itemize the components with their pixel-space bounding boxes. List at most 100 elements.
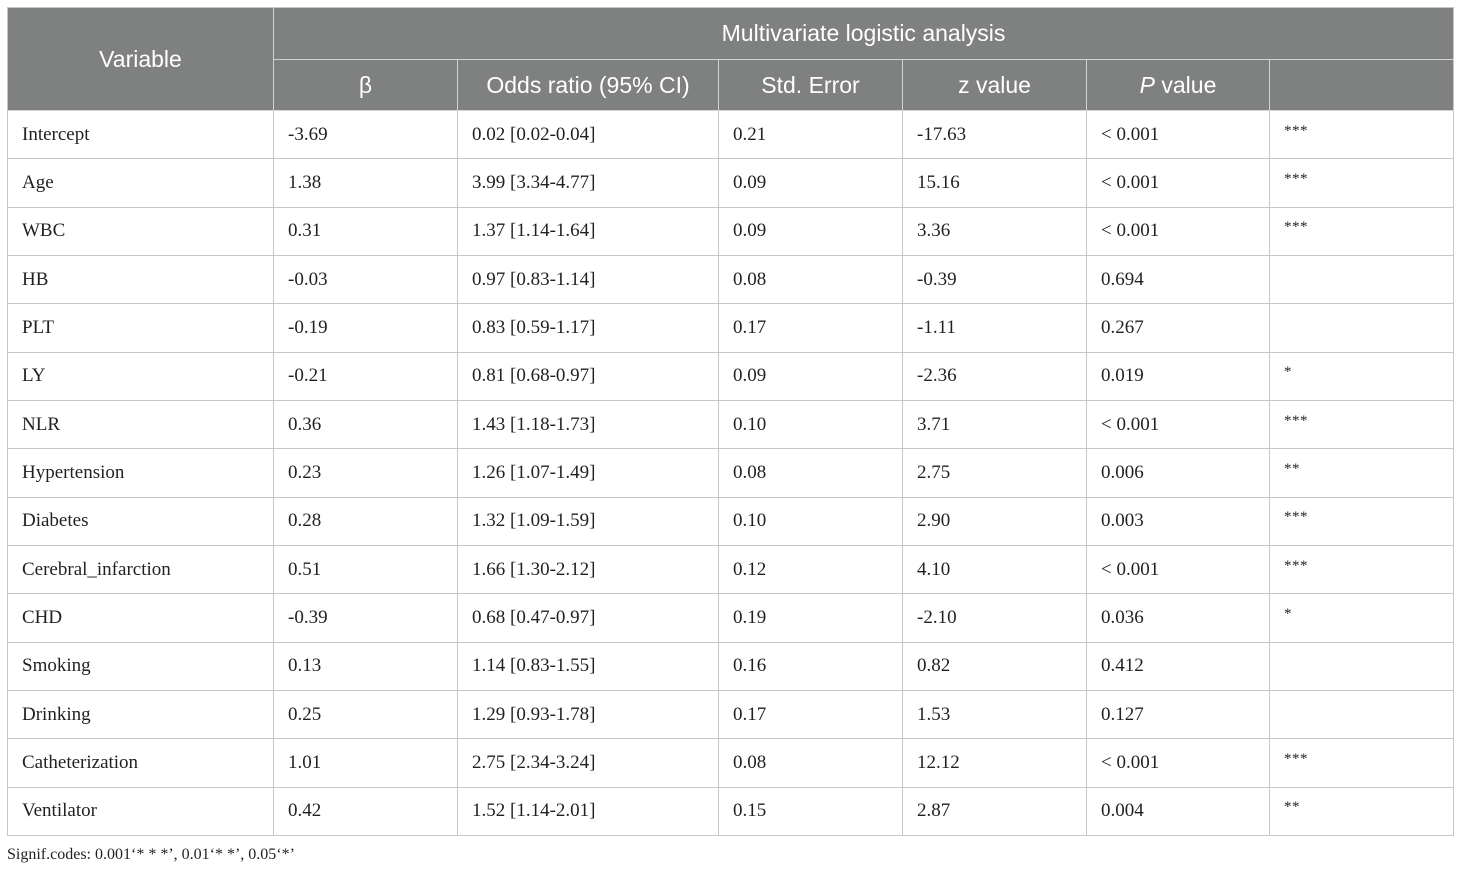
std-error-cell: 0.08 <box>718 448 903 498</box>
odds-ratio-cell: 1.66 [1.30-2.12] <box>457 544 719 595</box>
table-row: LY -0.21 0.81 [0.68-0.97] 0.09 -2.36 0.0… <box>7 351 1455 401</box>
p-value-header-rest: value <box>1154 71 1217 98</box>
beta-cell: 0.28 <box>273 496 458 546</box>
variable-cell: Diabetes <box>7 496 274 546</box>
z-value-cell: 15.16 <box>902 158 1087 208</box>
group-header: Multivariate logistic analysis <box>272 7 1455 60</box>
signif-cell: ** <box>1268 786 1455 836</box>
odds-ratio-cell: 0.02 [0.02-0.04] <box>457 109 719 160</box>
p-value-header: P value <box>1086 59 1270 111</box>
signif-cell: *** <box>1268 738 1455 788</box>
table-row: Smoking 0.13 1.14 [0.83-1.55] 0.16 0.82 … <box>7 641 1455 691</box>
signif-stars: *** <box>1284 170 1308 187</box>
beta-cell: -0.21 <box>273 351 458 401</box>
std-error-cell: 0.10 <box>718 399 903 450</box>
beta-cell: -0.03 <box>273 254 458 305</box>
beta-cell: -0.19 <box>273 303 458 353</box>
variable-cell: Catheterization <box>7 738 274 788</box>
table-row: CHD -0.39 0.68 [0.47-0.97] 0.19 -2.10 0.… <box>7 593 1455 643</box>
p-value-cell: 0.694 <box>1086 254 1270 305</box>
z-value-cell: 2.90 <box>902 496 1087 546</box>
variable-header: Variable <box>7 7 274 111</box>
variable-cell: Cerebral_infarction <box>7 544 274 595</box>
odds-ratio-cell: 0.97 [0.83-1.14] <box>457 254 719 305</box>
beta-cell: 1.38 <box>273 158 458 208</box>
beta-cell: 0.36 <box>273 399 458 450</box>
table-row: Cerebral_infarction 0.51 1.66 [1.30-2.12… <box>7 544 1455 595</box>
std-error-cell: 0.19 <box>718 593 903 643</box>
p-value-cell: < 0.001 <box>1086 544 1270 595</box>
odds-ratio-cell: 1.14 [0.83-1.55] <box>457 641 719 691</box>
table-row: Age 1.38 3.99 [3.34-4.77] 0.09 15.16 < 0… <box>7 158 1455 208</box>
signif-stars: ** <box>1284 799 1300 816</box>
header-row-group: Variable Multivariate logistic analysis <box>7 7 1455 111</box>
signif-cell <box>1268 254 1455 305</box>
p-value-cell: 0.127 <box>1086 689 1270 740</box>
std-error-cell: 0.09 <box>718 206 903 256</box>
z-value-cell: 2.87 <box>902 786 1087 836</box>
table-row: Ventilator 0.42 1.52 [1.14-2.01] 0.15 2.… <box>7 786 1455 836</box>
variable-cell: Intercept <box>7 109 274 160</box>
beta-cell: -0.39 <box>273 593 458 643</box>
z-value-header: z value <box>902 59 1087 111</box>
table-row: PLT -0.19 0.83 [0.59-1.17] 0.17 -1.11 0.… <box>7 303 1455 353</box>
p-value-cell: 0.412 <box>1086 641 1270 691</box>
std-error-cell: 0.16 <box>718 641 903 691</box>
z-value-cell: -0.39 <box>902 254 1087 305</box>
std-error-cell: 0.15 <box>718 786 903 836</box>
beta-cell: 0.13 <box>273 641 458 691</box>
odds-ratio-cell: 1.29 [0.93-1.78] <box>457 689 719 740</box>
p-value-header-italic: P <box>1139 71 1155 98</box>
odds-ratio-cell: 2.75 [2.34-3.24] <box>457 738 719 788</box>
std-error-cell: 0.17 <box>718 689 903 740</box>
table-row: Drinking 0.25 1.29 [0.93-1.78] 0.17 1.53… <box>7 689 1455 740</box>
beta-cell: 0.25 <box>273 689 458 740</box>
p-value-cell: 0.006 <box>1086 448 1270 498</box>
odds-ratio-cell: 3.99 [3.34-4.77] <box>457 158 719 208</box>
variable-cell: LY <box>7 351 274 401</box>
variable-cell: Hypertension <box>7 448 274 498</box>
odds-ratio-cell: 1.37 [1.14-1.64] <box>457 206 719 256</box>
signif-cell: * <box>1268 351 1455 401</box>
table-header: Variable Multivariate logistic analysis … <box>7 7 1455 111</box>
signif-cell: *** <box>1268 206 1455 256</box>
signif-stars: * <box>1284 364 1292 381</box>
signif-cell <box>1268 641 1455 691</box>
signif-cell: * <box>1268 593 1455 643</box>
variable-cell: Drinking <box>7 689 274 740</box>
odds-ratio-cell: 0.83 [0.59-1.17] <box>457 303 719 353</box>
z-value-cell: 1.53 <box>902 689 1087 740</box>
std-error-cell: 0.08 <box>718 738 903 788</box>
variable-cell: PLT <box>7 303 274 353</box>
std-error-cell: 0.09 <box>718 158 903 208</box>
beta-cell: 0.31 <box>273 206 458 256</box>
beta-cell: -3.69 <box>273 109 458 160</box>
signif-cell: *** <box>1268 158 1455 208</box>
table-row: Catheterization 1.01 2.75 [2.34-3.24] 0.… <box>7 738 1455 788</box>
z-value-cell: -2.36 <box>902 351 1087 401</box>
variable-cell: NLR <box>7 399 274 450</box>
signif-cell: *** <box>1268 496 1455 546</box>
p-value-cell: 0.267 <box>1086 303 1270 353</box>
p-value-cell: 0.019 <box>1086 351 1270 401</box>
results-table-container: Variable Multivariate logistic analysis … <box>7 7 1455 836</box>
z-value-cell: -17.63 <box>902 109 1087 160</box>
signif-cell: ** <box>1268 448 1455 498</box>
variable-cell: WBC <box>7 206 274 256</box>
std-error-header: Std. Error <box>718 59 903 111</box>
p-value-cell: < 0.001 <box>1086 109 1270 160</box>
z-value-cell: -1.11 <box>902 303 1087 353</box>
odds-ratio-cell: 0.81 [0.68-0.97] <box>457 351 719 401</box>
z-value-cell: 12.12 <box>902 738 1087 788</box>
table-row: Hypertension 0.23 1.26 [1.07-1.49] 0.08 … <box>7 448 1455 498</box>
signif-stars: * <box>1284 605 1292 622</box>
beta-header: β <box>273 59 458 111</box>
p-value-cell: < 0.001 <box>1086 206 1270 256</box>
odds-ratio-header: Odds ratio (95% CI) <box>457 59 719 111</box>
header-row-columns: β Odds ratio (95% CI) Std. Error z value… <box>8 59 1455 111</box>
beta-cell: 1.01 <box>273 738 458 788</box>
odds-ratio-cell: 0.68 [0.47-0.97] <box>457 593 719 643</box>
odds-ratio-cell: 1.32 [1.09-1.59] <box>457 496 719 546</box>
z-value-cell: 0.82 <box>902 641 1087 691</box>
std-error-cell: 0.10 <box>718 496 903 546</box>
